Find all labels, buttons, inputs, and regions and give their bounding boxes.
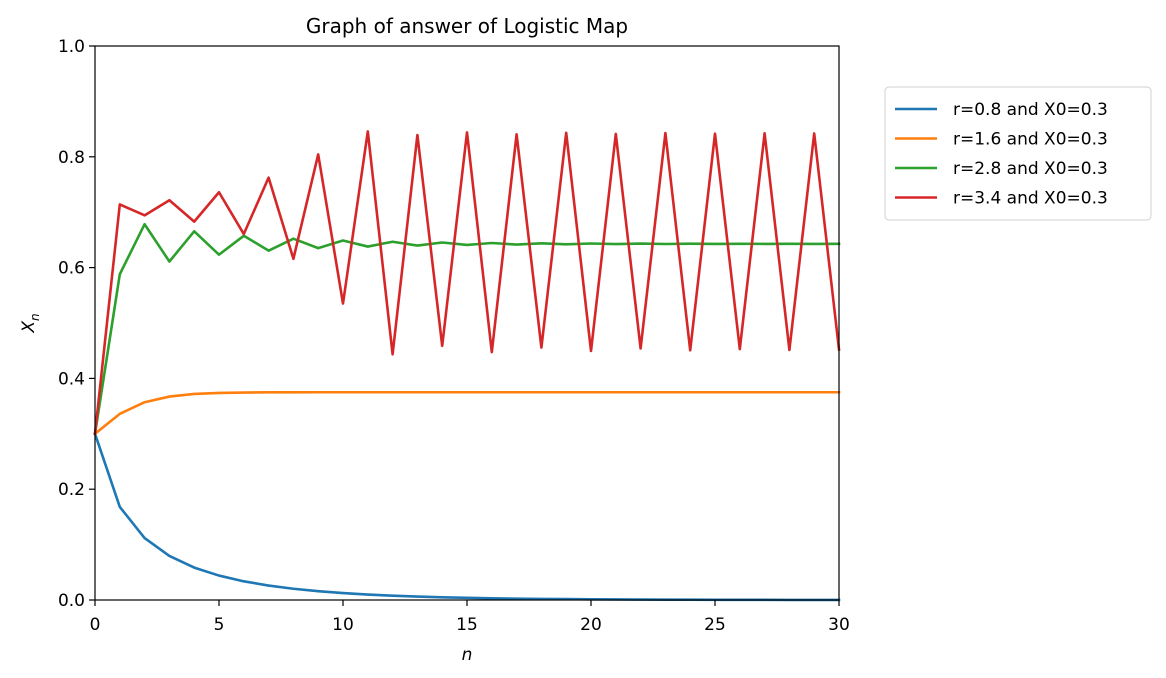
legend-label-3: r=2.8 and X0=0.3 [953, 159, 1108, 179]
x-tick-label: 30 [828, 615, 850, 635]
x-tick-label: 15 [456, 615, 478, 635]
x-axis-label: n [462, 645, 473, 665]
legend: r=0.8 and X0=0.3 r=1.6 and X0=0.3 r=2.8 an… [884, 86, 1152, 221]
x-tick-label: 20 [580, 615, 602, 635]
x-tick-label: 0 [90, 615, 101, 635]
series-line-3 [93, 222, 841, 436]
series-line-1 [93, 432, 841, 602]
y-tick-label: 0.2 [58, 480, 85, 500]
x-axis-ticks: 0 5 10 15 20 25 30 [90, 600, 850, 635]
y-axis-label-main: X [19, 321, 39, 334]
y-tick-label: 0.6 [58, 259, 85, 279]
y-axis-label-sub: n [28, 313, 42, 321]
x-tick-label: 10 [332, 615, 354, 635]
legend-label-4: r=3.4 and X0=0.3 [953, 189, 1108, 209]
legend-label-1: r=0.8 and X0=0.3 [953, 100, 1108, 120]
y-tick-label: 0.8 [58, 148, 85, 168]
y-axis-ticks: 0.0 0.2 0.4 0.6 0.8 1.0 [58, 37, 95, 611]
y-tick-label: 1.0 [58, 37, 85, 57]
series-line-2 [93, 390, 841, 436]
y-tick-label: 0.4 [58, 369, 85, 389]
x-tick-label: 5 [214, 615, 225, 635]
y-axis-label: Xn [19, 313, 42, 333]
y-tick-label: 0.0 [58, 591, 85, 611]
series-line-4 [93, 130, 841, 436]
x-tick-label: 25 [704, 615, 726, 635]
plot-lines [93, 130, 841, 602]
legend-box [884, 86, 1152, 221]
plot-frame [94, 45, 840, 601]
chart-title: Graph of answer of Logistic Map [306, 14, 628, 38]
legend-label-2: r=1.6 and X0=0.3 [953, 130, 1108, 150]
